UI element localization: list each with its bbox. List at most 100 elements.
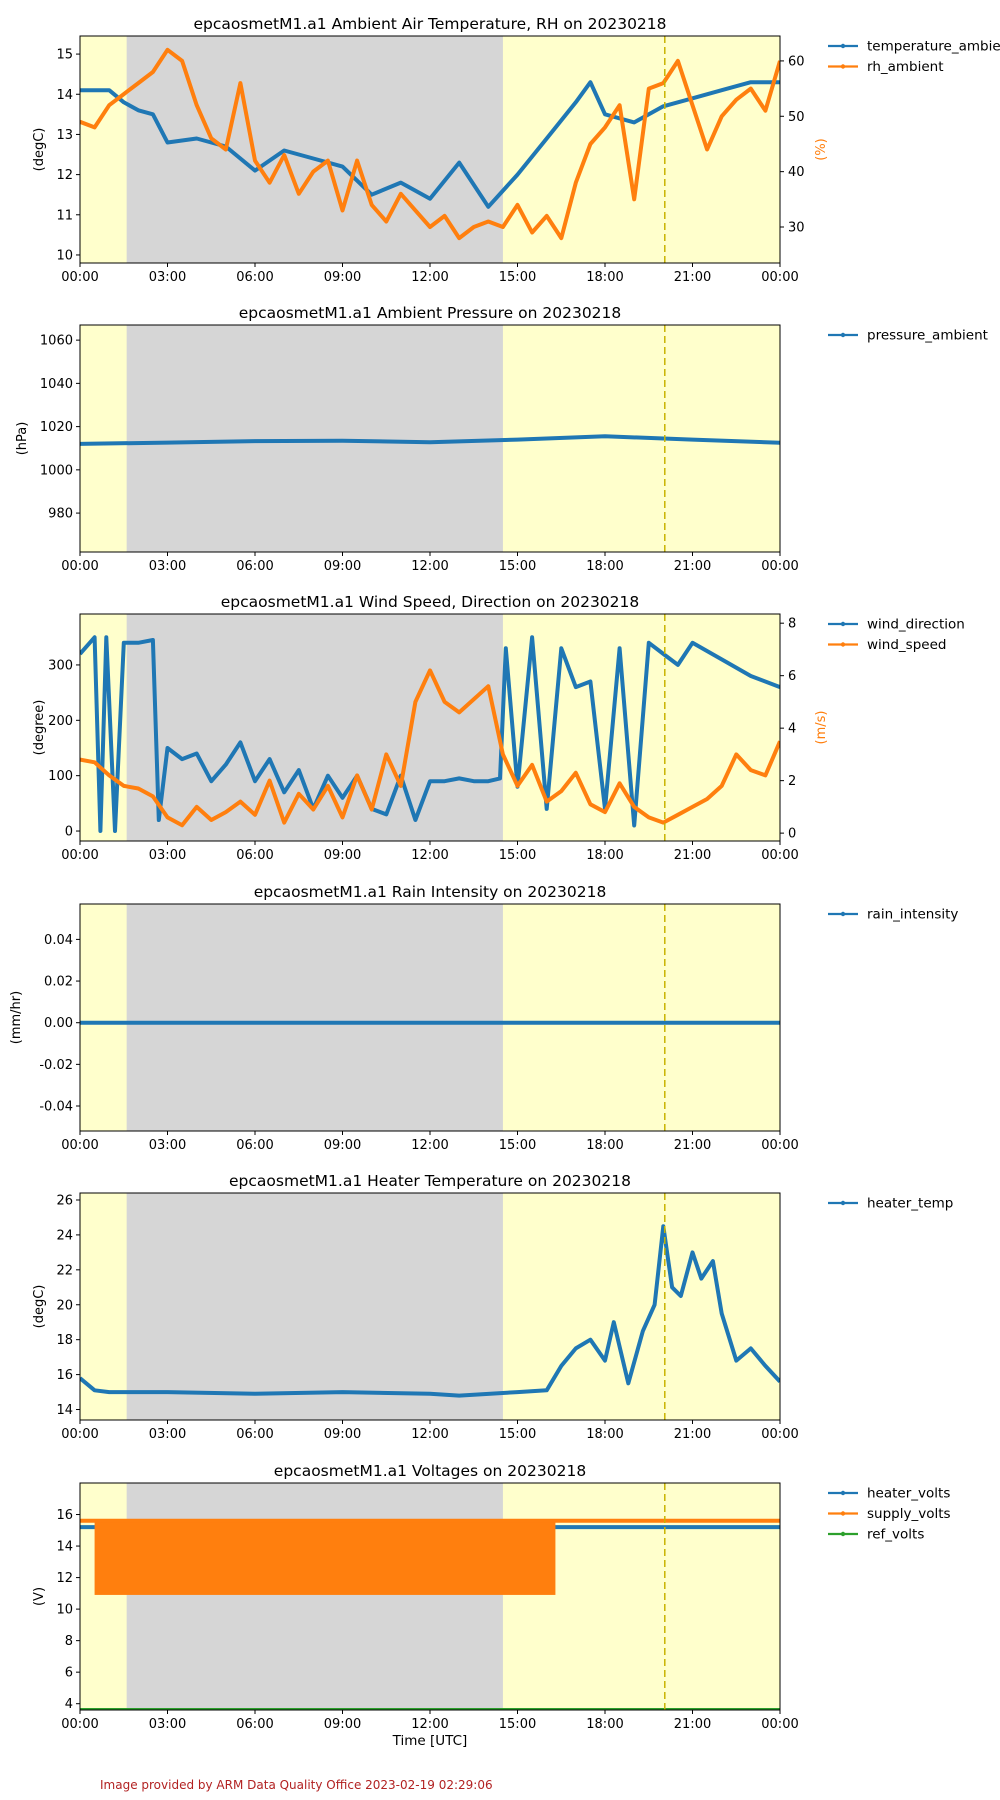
y-tick-label: 11 (56, 208, 73, 223)
y-tick-label: 6 (65, 1666, 73, 1681)
x-tick-label: 06:00 (236, 1717, 273, 1732)
y-tick-label: -0.02 (39, 1058, 73, 1073)
x-tick-label: 00:00 (61, 1427, 98, 1442)
x-tick-label: 00:00 (61, 1138, 98, 1153)
y-tick-label: 18 (56, 1333, 73, 1348)
x-tick-label: 03:00 (149, 1717, 186, 1732)
series-group (80, 1518, 780, 1710)
x-tick-label: 21:00 (674, 559, 711, 574)
x-tick-label: 00:00 (61, 559, 98, 574)
x-tick-label: 03:00 (149, 559, 186, 574)
legend-label-heater_temp: heater_temp (867, 1196, 953, 1212)
chart-panel-4: epcaosmetM1.a1 Rain Intensity on 2023021… (9, 883, 958, 1153)
series-band-supply_volts (94, 1520, 556, 1595)
legend-label-heater_volts: heater_volts (867, 1486, 950, 1502)
x-tick-label: 09:00 (324, 1717, 361, 1732)
x-tick-label: 15:00 (499, 270, 536, 285)
chart-title: epcaosmetM1.a1 Heater Temperature on 202… (229, 1172, 631, 1190)
y-tick-label: 1000 (40, 463, 73, 478)
legend-marker (840, 1531, 846, 1537)
legend-marker (840, 1511, 846, 1516)
legend-marker (840, 911, 846, 917)
chart-title: epcaosmetM1.a1 Voltages on 20230218 (274, 1462, 586, 1480)
night-shading (126, 1483, 503, 1710)
x-tick-label: 18:00 (586, 1138, 623, 1153)
y-tick-label: -0.04 (39, 1100, 73, 1115)
x-tick-label: 12:00 (411, 1717, 448, 1732)
y-tick-label: 0.02 (44, 975, 73, 990)
legend-marker (840, 332, 846, 338)
night-shading (126, 904, 503, 1131)
series-group (80, 1224, 780, 1398)
legend-marker (840, 621, 846, 627)
series-line-pressure_ambient (80, 434, 780, 446)
night-shading (126, 1193, 503, 1420)
x-tick-label: 09:00 (324, 1427, 361, 1442)
legend-label-supply_volts: supply_volts (867, 1506, 951, 1522)
x-tick-label: 00:00 (761, 1427, 798, 1442)
chart-panel-3: epcaosmetM1.a1 Wind Speed, Direction on … (32, 593, 965, 863)
y-tick-label: 100 (48, 769, 73, 784)
x-tick-label: 03:00 (149, 270, 186, 285)
y-tick-label: 10 (56, 248, 73, 263)
x-tick-label: 18:00 (586, 559, 623, 574)
x-tick-label: 06:00 (236, 270, 273, 285)
legend-label-rain_intensity: rain_intensity (867, 907, 958, 923)
series-group (80, 434, 780, 446)
legend-marker (840, 43, 846, 49)
chart-panel-1: epcaosmetM1.a1 Ambient Air Temperature, … (32, 15, 1000, 285)
chart-panel-5: epcaosmetM1.a1 Heater Temperature on 202… (32, 1172, 953, 1442)
legend-label-ref_volts: ref_volts (867, 1527, 924, 1543)
x-tick-label: 09:00 (324, 270, 361, 285)
x-tick-label: 21:00 (674, 1717, 711, 1732)
x-tick-label: 12:00 (411, 559, 448, 574)
x-axis-label: Time [UTC] (392, 1733, 468, 1749)
x-tick-label: 06:00 (236, 559, 273, 574)
y-tick-label: 10 (56, 1603, 73, 1618)
x-tick-label: 00:00 (761, 1138, 798, 1153)
y2-axis-label: (m/s) (814, 711, 829, 745)
series-line-wind_speed (80, 668, 780, 828)
y-axis-label: (degree) (32, 700, 47, 756)
y2-tick-label: 60 (788, 54, 805, 69)
y-tick-label: 26 (56, 1193, 73, 1208)
x-tick-label: 18:00 (586, 1717, 623, 1732)
y-tick-label: 12 (56, 168, 73, 183)
series-group (80, 47, 780, 241)
y-tick-label: 1020 (40, 420, 73, 435)
x-tick-label: 15:00 (499, 1717, 536, 1732)
series-line-heater_temp (80, 1224, 780, 1398)
y-tick-label: 1040 (40, 377, 73, 392)
y-tick-label: 8 (65, 1634, 73, 1649)
x-tick-label: 06:00 (236, 848, 273, 863)
legend-marker (840, 1490, 846, 1496)
legend-marker (840, 642, 846, 647)
x-tick-label: 18:00 (586, 270, 623, 285)
legend-label-wind_speed: wind_speed (867, 637, 946, 653)
chart-title: epcaosmetM1.a1 Rain Intensity on 2023021… (254, 883, 607, 901)
y-tick-label: 300 (48, 658, 73, 673)
x-tick-label: 12:00 (411, 848, 448, 863)
y-tick-label: 0.04 (44, 933, 73, 948)
y2-tick-label: 30 (788, 221, 805, 236)
x-tick-label: 12:00 (411, 1427, 448, 1442)
x-tick-label: 12:00 (411, 270, 448, 285)
legend-marker (840, 1200, 846, 1206)
y-tick-label: 0 (65, 825, 73, 840)
y-axis-label: (V) (32, 1587, 47, 1606)
x-tick-label: 00:00 (761, 270, 798, 285)
x-tick-label: 03:00 (149, 1138, 186, 1153)
y-tick-label: 22 (56, 1263, 73, 1278)
legend-label-temperature_ambient: temperature_ambient (867, 39, 1000, 55)
y2-tick-label: 6 (788, 669, 796, 684)
x-tick-label: 15:00 (499, 1138, 536, 1153)
chart-title: epcaosmetM1.a1 Ambient Pressure on 20230… (239, 304, 622, 322)
x-tick-label: 21:00 (674, 270, 711, 285)
x-tick-label: 06:00 (236, 1138, 273, 1153)
y-tick-label: 12 (56, 1571, 73, 1586)
y-axis-label: (hPa) (15, 422, 30, 456)
x-tick-label: 15:00 (499, 559, 536, 574)
y-tick-label: 16 (56, 1508, 73, 1523)
x-tick-label: 09:00 (324, 559, 361, 574)
